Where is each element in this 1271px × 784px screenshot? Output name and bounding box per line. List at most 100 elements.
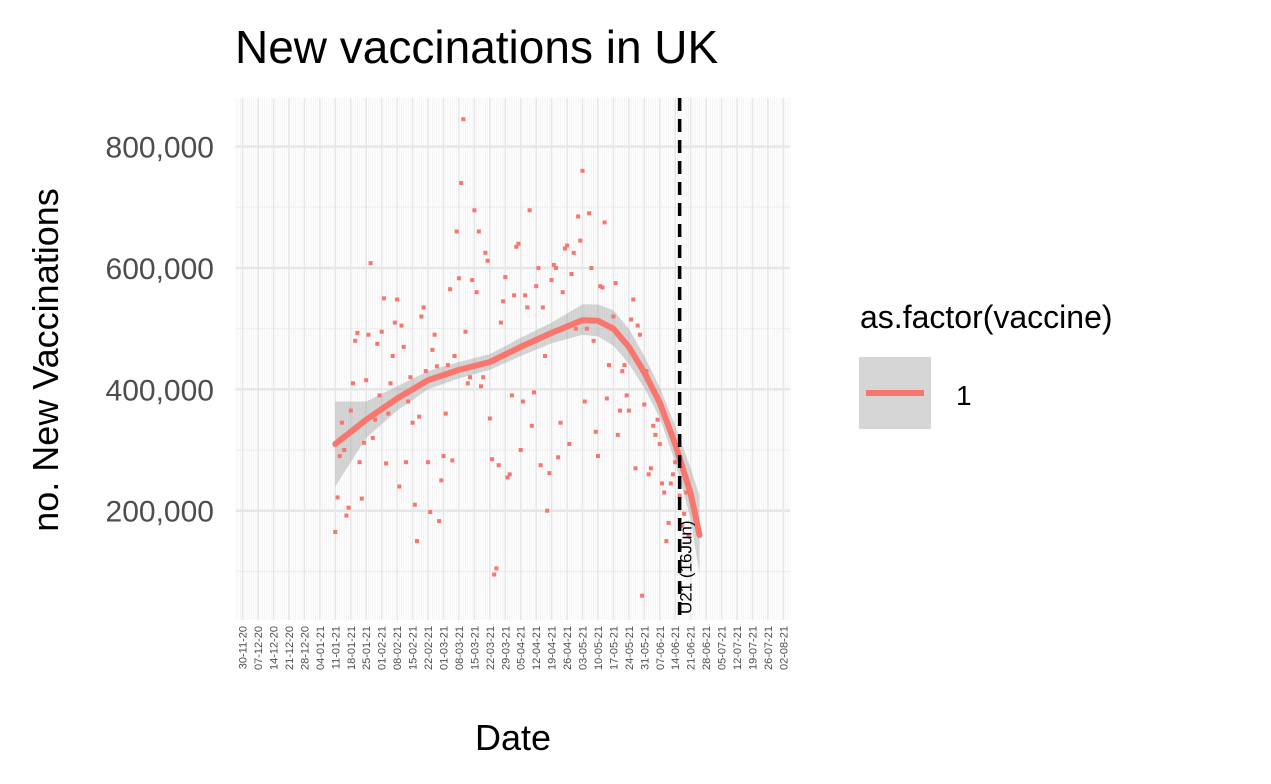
data-point [624,393,629,398]
data-point [443,411,448,416]
data-point [355,330,360,335]
data-point [538,463,543,468]
data-point [481,375,486,380]
data-point [660,481,664,486]
x-tick-label: 12-04-21 [531,626,543,670]
data-point [417,414,422,419]
data-point [613,281,618,286]
data-point [551,262,556,267]
data-point [379,329,384,334]
data-point [657,442,662,446]
y-tick-label: 600,000 [106,253,214,286]
data-point [364,378,369,383]
data-point [662,490,667,495]
data-point [518,448,523,452]
data-point [543,354,547,358]
data-point [611,314,616,319]
x-tick-label: 28-06-21 [701,626,713,670]
x-tick-label: 07-12-20 [253,626,265,670]
x-tick-label: 21-06-21 [686,626,698,670]
data-point [357,460,362,465]
x-tick-label: 01-03-21 [439,626,451,670]
x-tick-label: 24-05-21 [624,626,636,670]
data-point [673,460,678,465]
data-point [437,519,442,524]
data-point [607,363,611,368]
x-tick-label: 28-12-20 [299,626,311,670]
data-point [454,229,459,234]
x-tick-label: 14-06-21 [670,626,682,670]
x-tick-label: 05-04-21 [516,626,528,670]
data-point [532,390,536,395]
data-point [479,384,483,389]
data-point [591,338,596,343]
data-point [655,417,660,422]
x-tick-label: 05-07-21 [717,626,729,670]
x-tick-label: 04-01-21 [315,626,327,670]
data-point [426,460,430,465]
data-point [384,461,389,466]
data-point [596,454,600,459]
data-point [509,393,514,398]
data-point [465,381,470,386]
y-tick-label: 200,000 [106,496,214,529]
data-point [432,332,437,337]
data-point [666,520,671,525]
data-point [463,329,468,334]
data-point [351,381,355,386]
data-point [342,448,347,452]
data-point [404,460,408,465]
data-point [492,572,497,577]
data-point [529,423,534,428]
data-point [582,399,587,404]
data-point [470,278,475,283]
data-point [415,539,419,544]
data-point [503,275,508,280]
data-point [668,481,673,486]
data-point [560,290,565,295]
legend: as.factor(vaccine) 1 [859,299,1113,429]
data-point [686,533,691,537]
plot-panel: U21 (16Jun) [235,98,791,620]
data-point [615,432,620,437]
data-point [434,364,439,369]
data-point [337,454,342,459]
data-point [339,420,344,425]
data-point [633,466,638,471]
legend-title: as.factor(vaccine) [860,299,1113,335]
data-point [397,484,402,489]
data-point [388,381,393,386]
data-point [395,297,400,302]
data-point [390,354,395,358]
data-point [584,326,589,331]
x-tick-label: 07-06-21 [655,626,667,670]
data-point [536,266,541,270]
data-point [640,593,645,598]
x-tick-label: 29-03-21 [500,626,512,670]
x-tick-label: 21-12-20 [284,626,296,670]
data-point [461,117,466,122]
data-point [554,266,558,270]
data-point [476,229,481,234]
data-point [671,472,675,477]
data-point [335,495,340,500]
data-point [514,244,519,249]
chart-title: New vaccinations in UK [235,21,719,73]
data-point [598,284,603,289]
data-point [366,332,371,337]
data-point [684,490,689,495]
x-tick-label: 11-01-21 [330,626,342,669]
x-tick-label: 30-11-20 [238,626,250,669]
data-point [333,530,338,534]
x-tick-label: 19-07-21 [748,626,760,670]
data-point [381,296,386,301]
reference-vline-label: U21 (16Jun) [677,520,696,614]
data-point [450,458,455,463]
data-point [386,411,391,416]
data-point [679,523,684,528]
data-point [589,266,594,270]
data-point [593,429,598,434]
data-point [604,396,609,401]
data-point [421,305,426,310]
